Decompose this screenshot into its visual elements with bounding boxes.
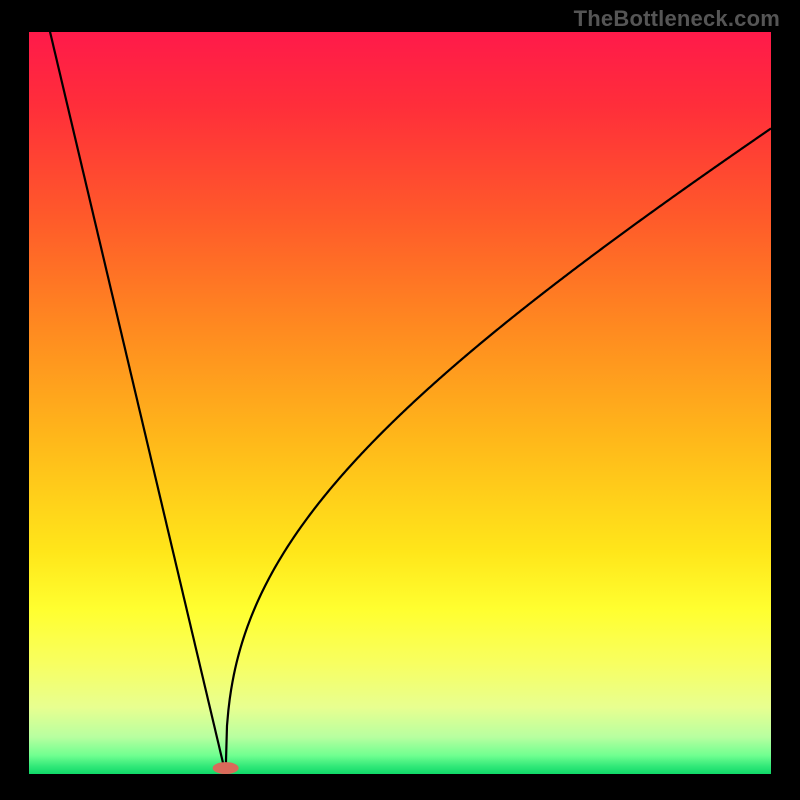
chart-svg — [0, 0, 800, 800]
gradient-background — [29, 32, 771, 774]
chart-container: TheBottleneck.com — [0, 0, 800, 800]
minimum-marker — [213, 762, 239, 774]
